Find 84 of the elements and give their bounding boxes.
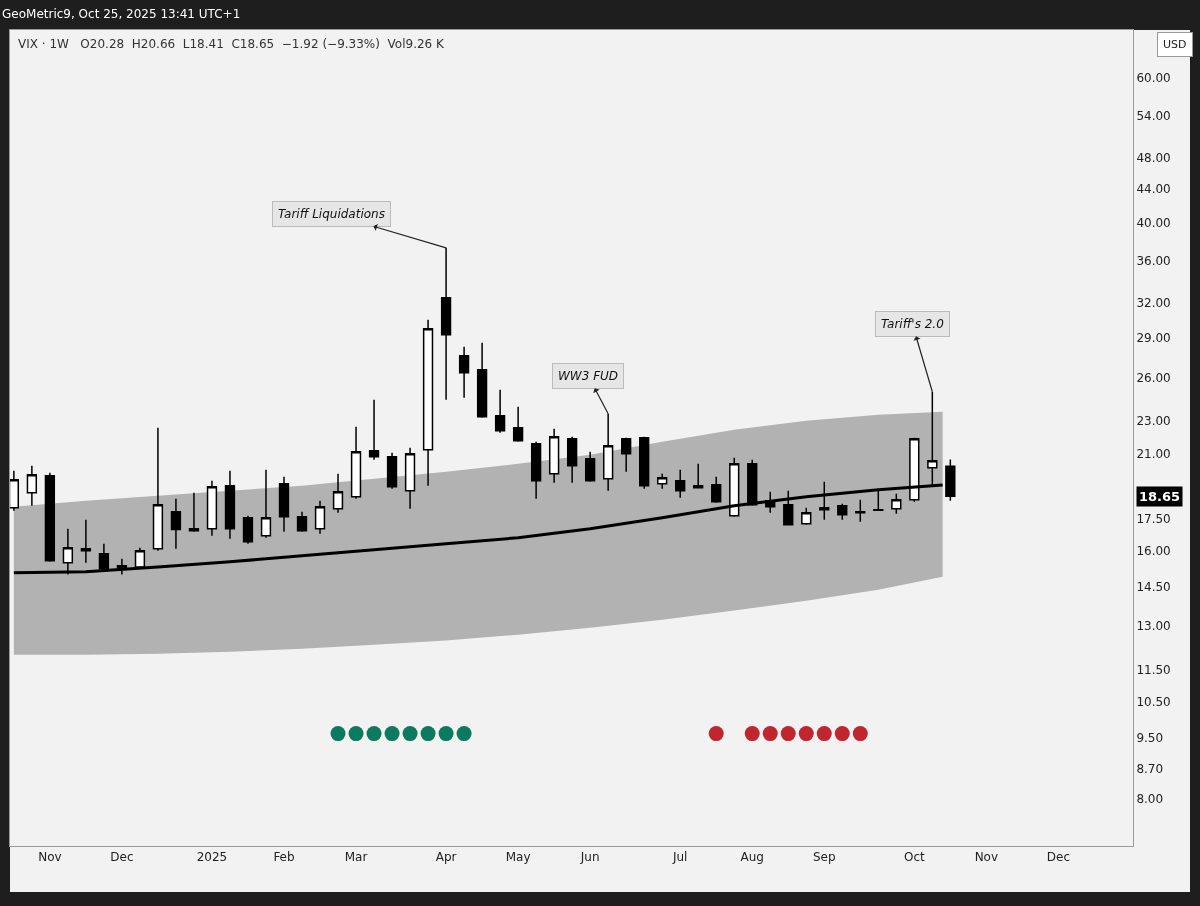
annotation: WW3 FUD: [558, 369, 619, 383]
x-tick-label: Jun: [579, 850, 600, 865]
x-tick-label: Mar: [344, 850, 368, 865]
candlestick: [152, 427, 164, 552]
candlestick: [440, 247, 452, 401]
candlestick: [693, 463, 704, 489]
y-tick-label: 10.50: [1136, 695, 1171, 710]
candlestick: [350, 426, 362, 500]
x-tick-label: Nov: [38, 850, 62, 865]
candlestick: [332, 472, 344, 514]
candlestick: [494, 389, 506, 434]
y-tick-label: 54.00: [1136, 108, 1171, 123]
y-tick-label: 17.50: [1136, 512, 1171, 527]
y-tick-label: 32.00: [1136, 296, 1171, 311]
annotation: Tariff Liquidations: [278, 207, 385, 221]
candlestick: [783, 489, 794, 526]
candlestick: [711, 476, 722, 504]
y-tick-label: 14.50: [1136, 579, 1171, 594]
chart-subtitle: GeoMetric9, Oct 25, 2025 13:41 UTC+1: [2, 7, 241, 21]
y-tick-label: 9.50: [1136, 730, 1164, 745]
text: USD: [1163, 38, 1187, 51]
x-tick-label: Jul: [671, 850, 688, 865]
candlestick: [891, 493, 902, 515]
x-tick-label: Sep: [812, 850, 836, 865]
x-tick-label: Dec: [110, 850, 134, 865]
y-tick-label: 26.00: [1136, 370, 1171, 385]
y-tick-label: 40.00: [1136, 216, 1171, 231]
y-tick-label: 48.00: [1136, 151, 1171, 166]
candlestick: [801, 506, 812, 526]
candlestick: [675, 469, 686, 499]
candlestick: [512, 405, 524, 443]
candlestick: [458, 345, 470, 399]
x-tick-label: Aug: [740, 850, 764, 865]
y-tick-label: 60.00: [1136, 71, 1171, 86]
candlestick: [386, 451, 398, 490]
candlestick: [98, 543, 110, 571]
x-tick-label: Apr: [435, 850, 457, 865]
y-tick-label: 13.00: [1136, 618, 1171, 633]
candlestick: [224, 469, 236, 540]
candlestick: [639, 436, 650, 490]
x-tick-label: May: [505, 850, 531, 865]
y-tick-label: 44.00: [1136, 182, 1171, 197]
candlestick: [278, 476, 290, 533]
candlestick: [44, 472, 56, 563]
candlestick: [368, 398, 380, 461]
candlestick: [566, 436, 578, 484]
candlestick: [314, 499, 326, 535]
y-tick-label: 11.50: [1136, 662, 1171, 677]
candlestick: [945, 458, 956, 502]
candlestick: [584, 450, 596, 483]
y-tick-label: 29.00: [1136, 331, 1171, 346]
candlestick: [26, 464, 38, 507]
candlestick: [170, 497, 182, 550]
y-tick-label: 21.00: [1136, 446, 1171, 461]
candlestick: [296, 510, 308, 533]
x-tick-label: Feb: [273, 850, 295, 865]
text: VIX · 1W O20.28 H20.66 L18.41 C18.65 −1.92 (−9.33%) Vol9.26 K: [18, 37, 446, 52]
candlestick: [188, 492, 200, 533]
candlestick: [242, 515, 254, 545]
x-tick-label: Dec: [1046, 850, 1071, 865]
candlestick: [657, 472, 668, 490]
y-tick-label: 8.70: [1136, 762, 1164, 777]
y-tick-label: 16.00: [1136, 544, 1171, 559]
candlestick: [80, 519, 92, 564]
text: 18.65: [1139, 489, 1181, 504]
candlestick: [603, 413, 614, 492]
candlestick: [10, 469, 20, 512]
x-tick-label: Oct: [903, 850, 925, 865]
candlestick: [837, 503, 848, 521]
candlestick: [260, 469, 272, 539]
x-tick-label: Nov: [974, 850, 999, 865]
y-tick-label: 36.00: [1136, 254, 1171, 269]
candlestick: [206, 480, 218, 537]
x-tick-label: 2025: [196, 850, 228, 865]
candlestick: [476, 341, 488, 419]
candlestick: [621, 437, 632, 473]
candlestick: [548, 427, 560, 484]
candlestick: [873, 489, 884, 512]
candlestick: [404, 447, 416, 510]
candlestick: [422, 319, 434, 487]
candlestick: [530, 440, 542, 500]
y-tick-label: 8.00: [1136, 792, 1164, 807]
y-tick-label: 23.00: [1136, 414, 1171, 429]
annotation: Tariff's 2.0: [881, 317, 945, 331]
